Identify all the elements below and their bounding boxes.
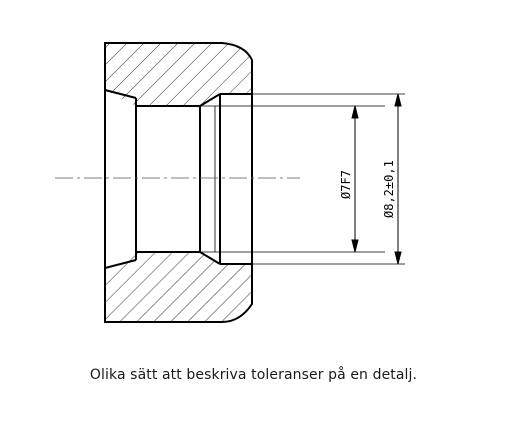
- extension-lines: [200, 93, 405, 265]
- part-outline: [104, 42, 253, 323]
- dimension-label-inner: Ø7F7: [339, 170, 353, 199]
- lower-section-hatch: [105, 252, 252, 322]
- dimension-label-outer: Ø8,2±0,1: [382, 160, 396, 218]
- dimension-line-outer: [394, 93, 402, 265]
- dimension-line-inner: [351, 105, 359, 253]
- figure-caption: Olika sätt att beskriva toleranser på en…: [89, 367, 418, 383]
- upper-section-hatch: [105, 43, 252, 106]
